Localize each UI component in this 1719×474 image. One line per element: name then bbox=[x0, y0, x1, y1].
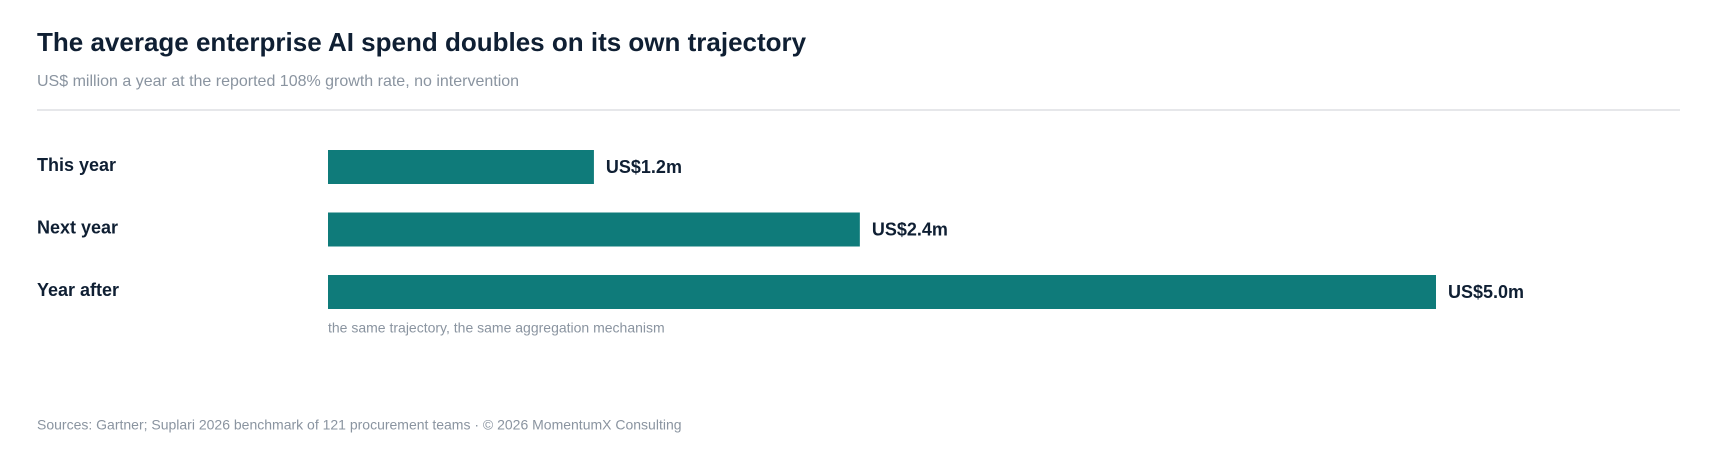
category-label: Next year bbox=[37, 217, 118, 237]
value-label: US$2.4m bbox=[872, 219, 948, 239]
bar bbox=[328, 150, 594, 184]
category-label: Year after bbox=[37, 280, 119, 300]
value-label: US$5.0m bbox=[1448, 282, 1524, 302]
category-label: This year bbox=[37, 155, 116, 175]
bar bbox=[328, 275, 1436, 309]
bar bbox=[328, 212, 860, 247]
source-note: Sources: Gartner; Suplari 2026 benchmark… bbox=[37, 417, 682, 433]
annotation: the same trajectory, the same aggregatio… bbox=[328, 320, 665, 336]
value-label: US$1.2m bbox=[606, 157, 682, 177]
chart-title: The average enterprise AI spend doubles … bbox=[37, 27, 807, 57]
chart-subtitle: US$ million a year at the reported 108% … bbox=[37, 73, 519, 90]
